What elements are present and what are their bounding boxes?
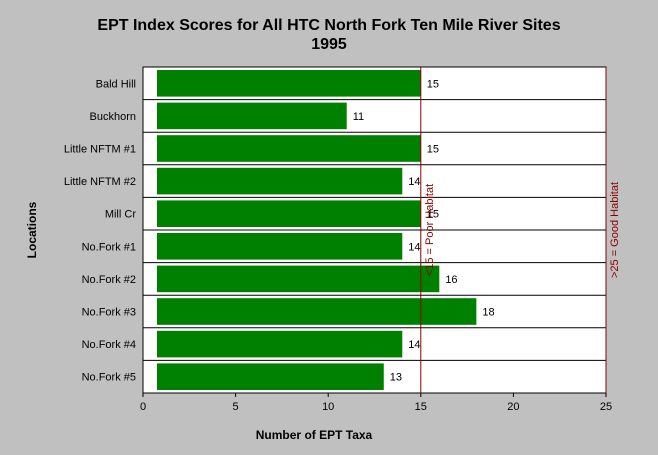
category-label: Bald Hill — [96, 78, 136, 90]
value-label: 15 — [427, 78, 439, 90]
reference-line-label: >25 = Good Habitat — [609, 182, 621, 278]
value-labels: 15 11 15 14 15 14 16 18 14 13 — [353, 78, 495, 383]
category-label: No.Fork #1 — [82, 241, 136, 253]
x-tick-label: 0 — [140, 401, 146, 413]
reference-line-label: <15 = Poor Habitat — [424, 184, 436, 276]
bar — [157, 298, 477, 325]
bar — [157, 135, 421, 162]
bar — [157, 363, 384, 390]
value-label: 18 — [482, 307, 494, 319]
bar — [157, 330, 403, 358]
value-label: 13 — [390, 372, 402, 384]
category-label: Buckhorn — [90, 111, 136, 123]
chart-title: EPT Index Scores for All HTC North Fork … — [97, 17, 560, 34]
value-label: 14 — [408, 241, 420, 253]
category-labels: Bald Hill Buckhorn Little NFTM #1 Little NF… — [64, 78, 136, 383]
x-axis-label: Number of EPT Taxa — [256, 428, 373, 442]
category-label: Mill Cr — [105, 209, 136, 221]
bar — [157, 102, 347, 130]
value-label: 15 — [427, 144, 439, 156]
bar — [157, 265, 440, 293]
row-separators — [143, 99, 606, 361]
value-label: 16 — [445, 274, 457, 286]
x-ticks: 0 5 10 15 20 25 — [140, 393, 612, 413]
category-label: No.Fork #4 — [82, 339, 136, 351]
value-label: 14 — [408, 339, 420, 351]
category-label: Little NFTM #2 — [64, 176, 136, 188]
bar — [157, 70, 421, 97]
category-label: No.Fork #5 — [82, 372, 136, 384]
x-tick-label: 25 — [600, 401, 612, 413]
x-tick-label: 10 — [322, 401, 334, 413]
value-label: 11 — [353, 111, 364, 123]
reference-lines: <15 = Poor Habitat >25 = Good Habitat — [420, 67, 621, 393]
value-label: 14 — [408, 176, 420, 188]
x-tick-label: 20 — [507, 401, 519, 413]
category-label: No.Fork #2 — [82, 274, 136, 286]
bar — [157, 200, 421, 227]
x-tick-label: 5 — [233, 401, 239, 413]
y-axis-label: Locations — [25, 201, 39, 258]
chart-subtitle: 1995 — [311, 36, 347, 53]
bars — [157, 70, 477, 390]
bar — [157, 233, 403, 260]
x-tick-label: 15 — [415, 401, 427, 413]
bar — [157, 167, 403, 195]
category-label: No.Fork #3 — [82, 307, 136, 319]
value-label: 15 — [427, 209, 439, 221]
category-label: Little NFTM #1 — [64, 144, 136, 156]
